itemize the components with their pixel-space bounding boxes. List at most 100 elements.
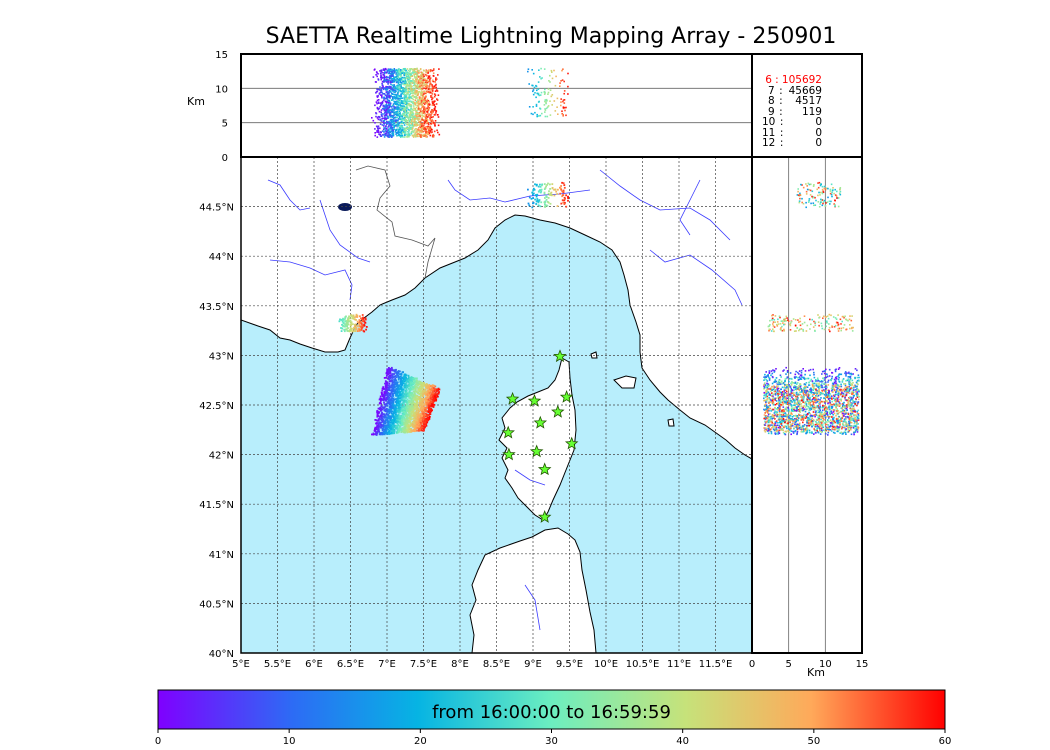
lightning-point	[391, 397, 394, 400]
lightning-point	[434, 388, 436, 390]
altitude-point	[423, 135, 425, 137]
side-point	[841, 414, 844, 417]
lightning-point	[375, 432, 377, 435]
altitude-point	[416, 124, 419, 127]
altitude-point	[379, 86, 381, 88]
altitude-point	[418, 123, 421, 126]
altitude-point	[433, 113, 436, 116]
lightning-point	[344, 325, 346, 328]
altitude-point	[423, 100, 426, 103]
altitude-point	[397, 79, 400, 81]
altitude-point	[421, 77, 424, 79]
altitude-point	[372, 76, 375, 78]
lightning-point	[544, 206, 547, 208]
lightning-point	[437, 395, 439, 398]
altitude-point	[391, 121, 394, 124]
altitude-point	[424, 99, 427, 102]
side-point	[814, 382, 816, 385]
lightning-point	[382, 419, 385, 421]
altitude-point	[418, 99, 421, 101]
lightning-point	[399, 377, 402, 380]
altitude-point	[408, 72, 410, 74]
altitude-point	[549, 114, 552, 116]
lightning-point	[407, 377, 409, 380]
lightning-point	[429, 390, 432, 393]
altitude-point	[539, 107, 541, 110]
altitude-point	[422, 125, 424, 127]
lightning-point	[424, 421, 426, 424]
lightning-point	[537, 204, 540, 207]
altitude-point	[394, 86, 396, 88]
lightning-point	[389, 418, 392, 421]
lightning-point	[392, 390, 395, 392]
altitude-point	[397, 80, 399, 83]
station-star	[551, 404, 565, 418]
lightning-point	[387, 423, 390, 425]
lightning-point	[408, 396, 411, 399]
altitude-point	[407, 77, 410, 79]
lightning-point	[343, 325, 345, 327]
altitude-point	[389, 90, 392, 93]
altitude-point	[384, 94, 387, 96]
altitude-point	[390, 128, 393, 130]
lightning-point	[562, 190, 564, 193]
altitude-point	[389, 68, 391, 70]
lightning-point	[414, 397, 417, 399]
lightning-point	[396, 401, 399, 404]
lightning-point	[384, 394, 387, 397]
altitude-point	[559, 82, 561, 84]
lightning-point	[381, 392, 383, 395]
altitude-point	[383, 87, 386, 90]
lightning-point	[386, 417, 389, 420]
altitude-point	[377, 95, 379, 97]
altitude-point	[543, 68, 546, 70]
lightning-point	[382, 396, 385, 399]
lightning-point	[549, 183, 551, 186]
lightning-point	[409, 394, 412, 397]
altitude-point	[387, 129, 390, 132]
altitude-point	[385, 117, 387, 120]
altitude-point	[410, 111, 412, 114]
lightning-point	[378, 430, 380, 433]
altitude-point	[426, 100, 428, 103]
lightning-point	[387, 402, 389, 405]
altitude-point	[392, 129, 395, 132]
side-point	[837, 368, 840, 370]
altitude-point	[396, 104, 398, 106]
altitude-point	[388, 92, 390, 95]
lightning-point	[411, 415, 413, 418]
altitude-point	[397, 91, 399, 94]
lightning-point	[397, 405, 400, 408]
altitude-point	[438, 68, 440, 70]
altitude-point	[401, 134, 403, 137]
altitude-point	[388, 72, 391, 74]
lightning-point	[405, 422, 408, 425]
altitude-point	[418, 133, 421, 136]
lightning-point	[383, 401, 385, 404]
altitude-point	[404, 80, 407, 82]
lightning-point	[381, 432, 383, 434]
lightning-point	[411, 405, 414, 407]
altitude-point	[562, 99, 565, 101]
altitude-point	[407, 119, 410, 121]
lightning-point	[390, 384, 392, 387]
lightning-point	[415, 398, 418, 400]
altitude-point	[423, 87, 425, 90]
altitude-point	[388, 109, 391, 112]
altitude-point	[432, 74, 435, 77]
lightning-point	[381, 428, 384, 431]
altitude-point	[426, 108, 428, 111]
altitude-point	[388, 103, 390, 105]
altitude-point	[391, 120, 394, 122]
altitude-point	[383, 93, 386, 95]
lightning-point	[351, 317, 354, 320]
altitude-point	[404, 115, 407, 118]
lightning-point	[384, 425, 387, 428]
altitude-point	[391, 123, 394, 126]
lightning-point	[435, 399, 437, 402]
altitude-point	[409, 134, 411, 137]
lightning-point	[536, 198, 539, 200]
lightning-point	[404, 405, 406, 408]
altitude-point	[382, 117, 384, 119]
altitude-point	[398, 128, 401, 131]
